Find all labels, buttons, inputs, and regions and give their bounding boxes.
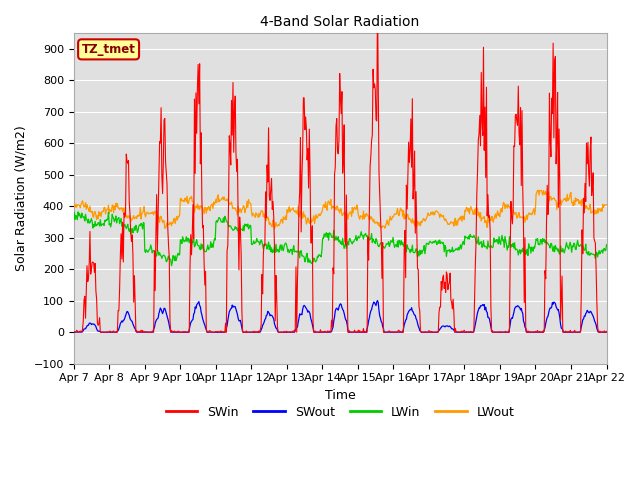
LWout: [534, 188, 541, 193]
SWout: [70, 329, 77, 335]
Line: LWout: LWout: [74, 191, 607, 228]
Y-axis label: Solar Radiation (W/m2): Solar Radiation (W/m2): [15, 125, 28, 271]
LWin: [80, 214, 88, 220]
Legend: SWin, SWout, LWin, LWout: SWin, SWout, LWin, LWout: [161, 401, 520, 424]
LWout: [406, 216, 413, 221]
LWout: [70, 204, 77, 209]
SWin: [421, 329, 429, 335]
LWin: [168, 263, 175, 268]
SWin: [70, 329, 77, 335]
SWout: [189, 317, 197, 323]
SWin: [188, 233, 196, 239]
SWin: [79, 318, 87, 324]
LWout: [271, 226, 278, 231]
SWin: [134, 328, 142, 334]
SWout: [145, 329, 152, 335]
LWout: [603, 202, 611, 208]
SWin: [406, 160, 413, 166]
Line: SWout: SWout: [74, 300, 607, 332]
SWout: [218, 329, 225, 335]
SWout: [603, 329, 611, 335]
SWout: [422, 329, 429, 335]
Line: LWin: LWin: [74, 212, 607, 265]
LWout: [421, 218, 429, 224]
Line: SWin: SWin: [74, 0, 607, 332]
SWin: [603, 328, 611, 334]
Title: 4-Band Solar Radiation: 4-Band Solar Radiation: [260, 15, 420, 29]
SWout: [374, 298, 381, 303]
LWout: [79, 202, 87, 207]
LWout: [188, 199, 196, 204]
SWin: [216, 328, 224, 334]
LWin: [190, 236, 198, 241]
LWout: [216, 198, 224, 204]
LWout: [134, 214, 142, 219]
LWin: [218, 219, 226, 225]
LWin: [603, 242, 611, 248]
Text: TZ_tmet: TZ_tmet: [82, 43, 136, 56]
LWin: [135, 223, 143, 229]
SWout: [134, 329, 142, 335]
LWin: [74, 209, 82, 215]
SWout: [406, 307, 414, 312]
X-axis label: Time: Time: [324, 389, 355, 402]
LWin: [406, 250, 414, 256]
SWout: [79, 327, 87, 333]
LWin: [70, 217, 77, 223]
LWin: [422, 246, 429, 252]
